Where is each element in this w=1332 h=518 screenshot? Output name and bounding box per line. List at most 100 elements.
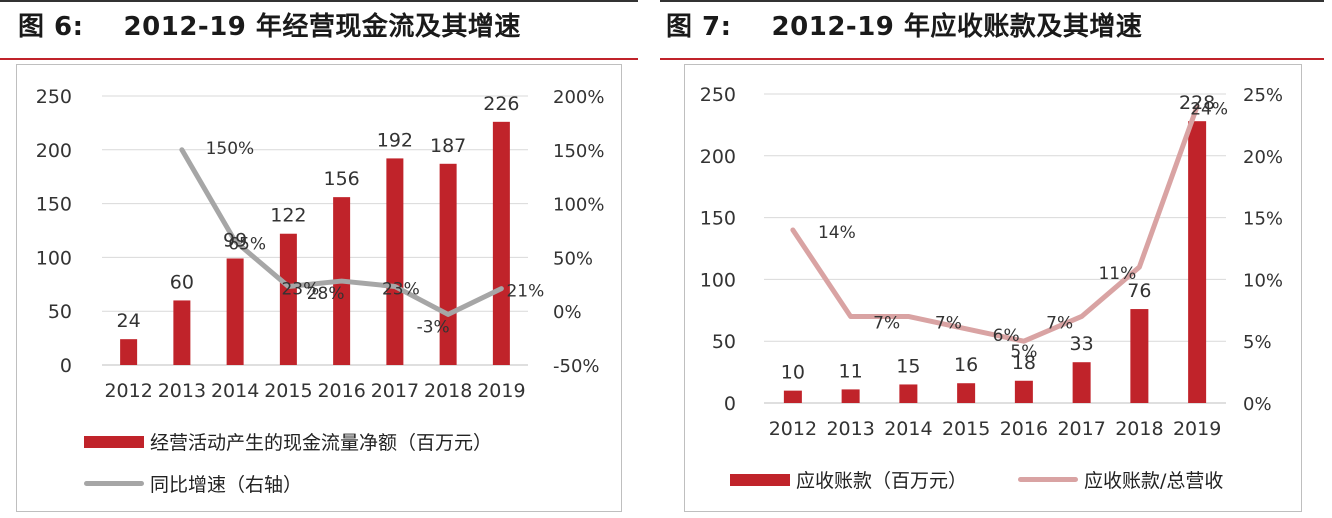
figure-title-text: 2012-19 年应收账款及其增速 bbox=[771, 12, 1143, 42]
title-underline bbox=[660, 58, 1324, 60]
bar-data-label: 15 bbox=[896, 355, 920, 377]
receivables-chart: 0 50 100 150 200 250 0% 5% 10% 15% 20% 25% 2012 2013 2… bbox=[700, 84, 1283, 440]
bar bbox=[1072, 362, 1091, 403]
y2-tick-label: 25% bbox=[1243, 85, 1283, 106]
legend-label-bar: 经营活动产生的现金流量净额（百万元） bbox=[150, 432, 493, 454]
legend-swatch-line bbox=[1018, 477, 1078, 482]
legend-item-bar: 应收账款（百万元） bbox=[730, 466, 967, 493]
bar-data-label: 99 bbox=[223, 229, 247, 251]
chart-frame bbox=[684, 64, 1302, 512]
bar-data-label: 226 bbox=[483, 93, 519, 115]
legend-label-bar: 应收账款（百万元） bbox=[796, 470, 968, 492]
line-data-label: 23% bbox=[382, 279, 420, 299]
chart-frame bbox=[16, 64, 622, 512]
x-tick-label: 2016 bbox=[1000, 418, 1048, 440]
y2-tick-label: 50% bbox=[553, 248, 593, 269]
line-data-label: 65% bbox=[228, 234, 266, 254]
y2-tick-label: 150% bbox=[553, 141, 604, 162]
bar-data-label: 228 bbox=[1179, 92, 1215, 114]
bar bbox=[226, 258, 244, 365]
x-tick-label: 2012 bbox=[769, 418, 817, 440]
bar bbox=[279, 233, 297, 365]
legend-swatch-line bbox=[84, 481, 144, 486]
legend-swatch-bar bbox=[730, 473, 790, 486]
x-tick-label: 2016 bbox=[317, 380, 365, 402]
y-tick-label: 200 bbox=[700, 146, 736, 168]
x-tick-label: 2013 bbox=[826, 418, 874, 440]
x-tick-label: 2018 bbox=[424, 380, 472, 402]
y2-tick-label: 0% bbox=[1243, 394, 1272, 415]
bar bbox=[783, 390, 802, 403]
y2-tick-label: 20% bbox=[1243, 147, 1283, 168]
bar bbox=[492, 121, 510, 365]
line-data-label: 23% bbox=[281, 279, 319, 299]
y-tick-label: 100 bbox=[36, 247, 72, 269]
bar-data-label: 16 bbox=[954, 354, 978, 376]
x-tick-label: 2014 bbox=[884, 418, 932, 440]
line-data-label: 14% bbox=[818, 223, 856, 243]
figure-title: 图 7: 2012-19 年应收账款及其增速 bbox=[666, 6, 1142, 43]
bar-data-label: 122 bbox=[270, 205, 306, 227]
legend-item-line: 应收账款/总营收 bbox=[1018, 466, 1223, 493]
line-data-label: 21% bbox=[506, 282, 544, 302]
figure-7-panel: 图 7: 2012-19 年应收账款及其增速 0 50 100 150 200 250 0% 5… bbox=[660, 0, 1332, 518]
figure-number: 图 7: bbox=[666, 12, 732, 42]
x-tick-label: 2017 bbox=[371, 380, 419, 402]
line-data-label: 7% bbox=[935, 313, 962, 333]
legend-swatch-bar bbox=[84, 435, 144, 448]
bar-data-label: 187 bbox=[430, 135, 466, 157]
bar-data-label: 24 bbox=[117, 310, 141, 332]
x-tick-label: 2019 bbox=[1173, 418, 1221, 440]
y-tick-label: 150 bbox=[36, 194, 72, 216]
bar-data-label: 11 bbox=[839, 360, 863, 382]
bar bbox=[173, 300, 191, 365]
line-data-label: 7% bbox=[873, 313, 900, 333]
bar-data-label: 60 bbox=[170, 271, 194, 293]
top-rule bbox=[0, 0, 638, 2]
x-tick-label: 2013 bbox=[158, 380, 206, 402]
top-rule bbox=[660, 0, 1324, 2]
x-tick-label: 2015 bbox=[942, 418, 990, 440]
series-line bbox=[790, 103, 1200, 344]
legend-label-line: 应收账款/总营收 bbox=[1084, 470, 1224, 492]
y2-tick-label: 200% bbox=[553, 87, 604, 108]
bar-data-label: 156 bbox=[323, 168, 359, 190]
y-tick-label: 100 bbox=[700, 269, 736, 291]
x-tick-label: 2019 bbox=[477, 380, 525, 402]
x-tick-label: 2015 bbox=[264, 380, 312, 402]
y2-tick-label: -50% bbox=[553, 356, 600, 377]
y-tick-label: 0 bbox=[724, 393, 736, 415]
x-tick-label: 2017 bbox=[1057, 418, 1105, 440]
bar-data-label: 33 bbox=[1070, 333, 1094, 355]
y-tick-label: 0 bbox=[60, 355, 72, 377]
cashflow-chart: 0 50 100 150 200 250 -50% 0% 50% 100% 150% 200% 2012… bbox=[36, 86, 605, 402]
line-data-label: -3% bbox=[417, 317, 450, 337]
figure-number: 图 6: bbox=[18, 12, 84, 42]
legend-item-line: 同比增速（右轴） bbox=[84, 470, 302, 497]
bar bbox=[386, 158, 404, 365]
y-tick-label: 50 bbox=[48, 301, 72, 323]
bar bbox=[899, 384, 918, 403]
y2-tick-label: 0% bbox=[553, 302, 582, 323]
bar bbox=[1188, 121, 1207, 403]
line-data-label: 7% bbox=[1046, 313, 1073, 333]
bar-data-label: 192 bbox=[377, 129, 413, 151]
y2-tick-label: 15% bbox=[1243, 209, 1283, 230]
x-tick-label: 2014 bbox=[211, 380, 259, 402]
bar bbox=[1014, 380, 1033, 403]
y-tick-label: 50 bbox=[712, 331, 736, 353]
bar bbox=[841, 389, 860, 403]
bar bbox=[120, 339, 138, 365]
bar bbox=[1130, 309, 1149, 403]
figure-title: 图 6: 2012-19 年经营现金流及其增速 bbox=[18, 6, 521, 43]
line-data-label: 5% bbox=[1010, 342, 1037, 362]
y2-tick-label: 10% bbox=[1243, 270, 1283, 291]
figure-6-panel: 图 6: 2012-19 年经营现金流及其增速 0 50 100 150 200 250 -5… bbox=[0, 0, 646, 518]
y-tick-label: 200 bbox=[36, 140, 72, 162]
x-tick-label: 2012 bbox=[104, 380, 152, 402]
bar-data-label: 18 bbox=[1012, 352, 1036, 374]
line-data-label: 6% bbox=[993, 326, 1020, 346]
title-underline bbox=[0, 58, 638, 60]
y2-tick-label: 5% bbox=[1243, 332, 1272, 353]
y2-tick-label: 100% bbox=[553, 195, 604, 216]
